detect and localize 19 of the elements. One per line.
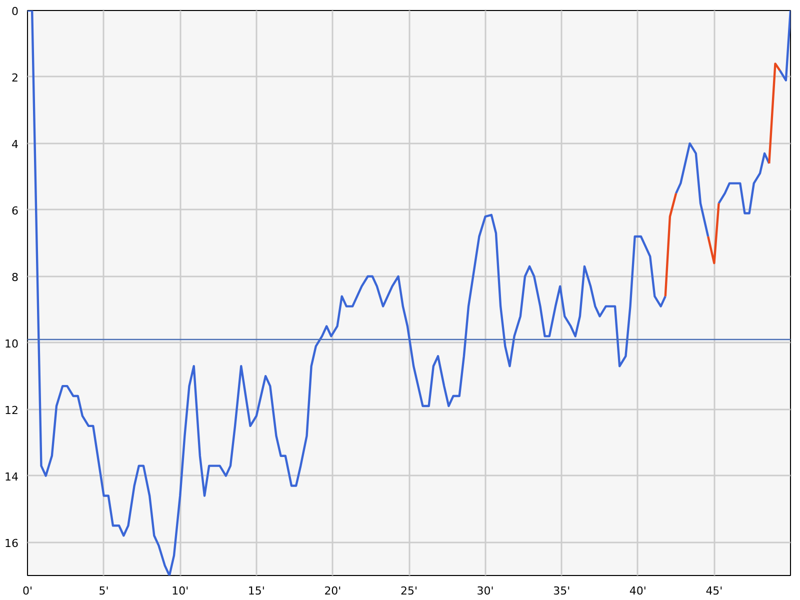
- x-tick-label: 30': [476, 584, 494, 598]
- x-tick-label: 40': [629, 584, 646, 598]
- x-tick-label: 15': [248, 584, 265, 598]
- x-tick-label: 5': [98, 584, 109, 598]
- x-tick-label: 35': [553, 584, 570, 598]
- x-tick-label: 10': [172, 584, 189, 598]
- y-tick-label: 10: [4, 337, 19, 350]
- y-tick-label: 6: [12, 204, 18, 218]
- x-tick-label: 25': [400, 584, 418, 598]
- x-tick-label: 45': [706, 584, 723, 598]
- y-tick-label: 14: [4, 470, 19, 484]
- y-tick-label: 16: [4, 536, 19, 550]
- y-tick-label: 12: [4, 404, 19, 417]
- y-tick-label: 2: [12, 71, 18, 84]
- y-tick-label: 8: [12, 270, 18, 284]
- y-tick-label: 0: [12, 5, 18, 18]
- x-tick-label: 20': [324, 584, 342, 598]
- y-tick-label: 4: [12, 138, 18, 151]
- x-tick-label: 0': [22, 584, 33, 598]
